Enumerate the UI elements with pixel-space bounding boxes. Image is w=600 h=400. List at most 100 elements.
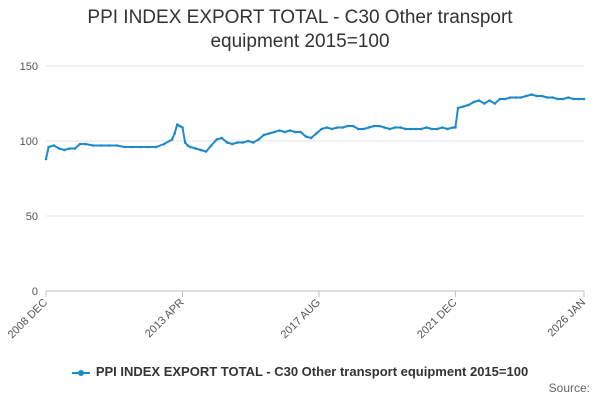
- data-point[interactable]: [399, 126, 402, 129]
- data-point[interactable]: [267, 132, 271, 135]
- data-point[interactable]: [170, 138, 174, 141]
- data-point[interactable]: [183, 141, 187, 144]
- data-point[interactable]: [425, 126, 428, 129]
- data-point[interactable]: [189, 145, 192, 149]
- legend[interactable]: PPI INDEX EXPORT TOTAL - C30 Other trans…: [0, 364, 600, 379]
- data-point[interactable]: [99, 144, 103, 147]
- data-point[interactable]: [139, 145, 142, 149]
- data-point[interactable]: [225, 141, 229, 144]
- data-point[interactable]: [309, 136, 313, 140]
- data-point[interactable]: [73, 147, 77, 150]
- data-point[interactable]: [493, 102, 497, 105]
- data-point[interactable]: [231, 142, 234, 146]
- data-point[interactable]: [488, 99, 491, 102]
- data-point[interactable]: [561, 97, 565, 101]
- data-point[interactable]: [519, 96, 523, 99]
- data-point[interactable]: [577, 97, 581, 101]
- data-point[interactable]: [378, 124, 381, 128]
- data-point[interactable]: [336, 126, 339, 129]
- data-point[interactable]: [84, 142, 87, 146]
- data-point[interactable]: [451, 126, 455, 129]
- data-point[interactable]: [47, 145, 50, 149]
- data-point[interactable]: [477, 99, 481, 102]
- data-point[interactable]: [304, 135, 308, 138]
- data-point[interactable]: [162, 142, 166, 146]
- data-point[interactable]: [44, 157, 48, 161]
- data-point[interactable]: [194, 147, 197, 150]
- data-point[interactable]: [546, 96, 549, 99]
- data-point[interactable]: [325, 126, 329, 129]
- data-point[interactable]: [383, 126, 386, 129]
- data-point[interactable]: [241, 141, 245, 144]
- data-point[interactable]: [262, 133, 266, 137]
- data-point[interactable]: [535, 94, 539, 98]
- data-point[interactable]: [409, 127, 413, 131]
- data-point[interactable]: [68, 147, 71, 150]
- data-point[interactable]: [299, 130, 302, 134]
- data-point[interactable]: [388, 127, 392, 131]
- data-point[interactable]: [462, 105, 465, 108]
- data-point[interactable]: [186, 144, 189, 147]
- data-point[interactable]: [435, 127, 439, 131]
- data-point[interactable]: [454, 126, 457, 129]
- data-point[interactable]: [504, 97, 507, 101]
- data-point[interactable]: [173, 132, 176, 135]
- data-point[interactable]: [175, 123, 179, 126]
- data-point[interactable]: [204, 150, 208, 153]
- data-point[interactable]: [147, 145, 150, 149]
- data-point[interactable]: [341, 126, 344, 129]
- series-line[interactable]: [45, 93, 584, 160]
- data-point[interactable]: [199, 148, 203, 152]
- data-point[interactable]: [115, 144, 119, 147]
- data-point[interactable]: [215, 138, 218, 141]
- data-point[interactable]: [540, 94, 544, 98]
- data-point[interactable]: [472, 100, 476, 104]
- data-point[interactable]: [181, 126, 184, 129]
- data-point[interactable]: [283, 130, 287, 134]
- data-point[interactable]: [456, 106, 460, 110]
- data-point[interactable]: [420, 127, 423, 131]
- data-point[interactable]: [551, 96, 554, 99]
- data-point[interactable]: [52, 144, 56, 147]
- data-point[interactable]: [572, 97, 575, 101]
- source-label[interactable]: Source:: [548, 381, 590, 395]
- data-point[interactable]: [582, 97, 586, 101]
- data-point[interactable]: [278, 129, 281, 132]
- data-point[interactable]: [430, 127, 434, 131]
- data-point[interactable]: [288, 129, 292, 132]
- data-point[interactable]: [131, 145, 134, 149]
- data-point[interactable]: [446, 127, 449, 131]
- data-point[interactable]: [441, 126, 444, 129]
- data-point[interactable]: [123, 145, 126, 149]
- data-point[interactable]: [236, 141, 239, 144]
- data-point[interactable]: [404, 127, 407, 131]
- data-point[interactable]: [556, 97, 560, 101]
- data-point[interactable]: [320, 127, 323, 131]
- data-point[interactable]: [362, 127, 365, 131]
- data-point[interactable]: [246, 139, 250, 143]
- data-point[interactable]: [483, 102, 486, 105]
- data-point[interactable]: [315, 132, 318, 135]
- data-point[interactable]: [351, 124, 355, 128]
- data-point[interactable]: [346, 124, 350, 128]
- data-point[interactable]: [78, 142, 82, 146]
- data-point[interactable]: [154, 145, 158, 149]
- data-point[interactable]: [530, 93, 533, 96]
- data-point[interactable]: [414, 127, 418, 131]
- data-point[interactable]: [567, 96, 570, 99]
- data-point[interactable]: [367, 126, 371, 129]
- data-point[interactable]: [330, 127, 334, 131]
- data-point[interactable]: [372, 124, 376, 128]
- data-point[interactable]: [273, 130, 276, 134]
- data-point[interactable]: [357, 127, 360, 131]
- data-point[interactable]: [91, 144, 95, 147]
- data-point[interactable]: [257, 138, 260, 141]
- data-point[interactable]: [294, 130, 297, 134]
- data-point[interactable]: [498, 97, 502, 101]
- data-point[interactable]: [514, 96, 518, 99]
- data-point[interactable]: [252, 141, 255, 144]
- data-point[interactable]: [57, 147, 61, 150]
- data-point[interactable]: [509, 96, 512, 99]
- data-point[interactable]: [393, 126, 397, 129]
- data-point[interactable]: [210, 144, 213, 147]
